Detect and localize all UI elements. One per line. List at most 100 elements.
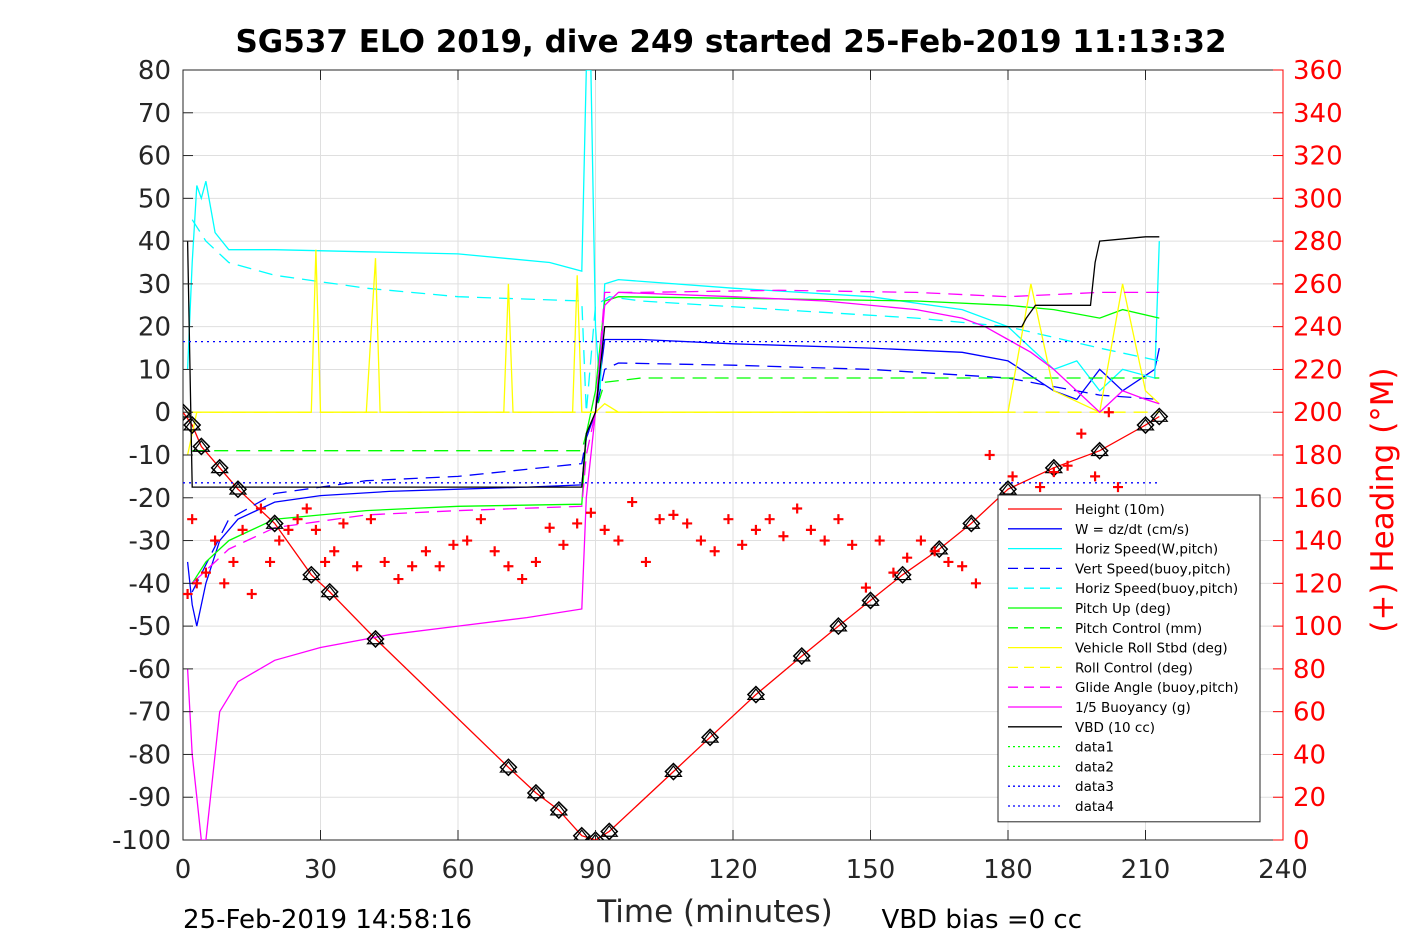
heading-plus-marker [292,514,303,525]
height-diamond-marker [192,437,211,456]
heading-plus-marker [737,539,748,550]
heading-plus-marker [902,552,913,563]
y2-tick-label: 40 [1293,740,1326,770]
y-tick-label: 0 [154,398,171,428]
heading-plus-marker [613,535,624,546]
legend-entry: Glide Angle (buoy,pitch) [1075,680,1239,696]
x-tick-label: 60 [441,855,474,885]
footer-vbd-bias: VBD bias =0 cc [881,905,1082,935]
height-triangle-marker [1136,418,1155,431]
heading-plus-marker [984,450,995,460]
heading-plus-marker [1007,471,1018,482]
height-triangle-marker [265,516,284,529]
y2-tick-label: 300 [1293,184,1343,214]
y2-tick-label: 180 [1293,441,1343,471]
y-tick-label: 70 [138,99,171,129]
height-diamond-marker [183,403,193,422]
y-tick-label: 50 [138,184,171,214]
heading-plus-marker [599,524,610,535]
heading-plus-marker [764,514,775,525]
y2-tick-label: 260 [1293,270,1343,300]
heading-plus-marker [585,507,596,518]
heading-plus-marker [544,522,555,533]
y-tick-label: 20 [138,313,171,343]
heading-plus-marker [210,535,221,546]
y-tick-label: 80 [138,56,171,86]
height-diamond-marker [1136,415,1155,435]
height-diamond-marker [183,415,202,435]
y2-tick-label: 160 [1293,484,1343,514]
height-triangle-marker [228,482,248,495]
legend-entry: Vert Speed(buoy,pitch) [1075,561,1231,577]
y2-tick-label: 140 [1293,527,1343,557]
y2-tick-label: 320 [1293,142,1343,172]
heading-plus-marker [929,546,940,557]
heading-plus-marker [301,503,312,514]
x-tick-label: 210 [1121,855,1171,885]
height-diamond-marker [792,646,811,666]
heading-plus-marker [682,518,693,529]
heading-plus-marker [530,556,541,567]
y2-tick-label: 80 [1293,655,1326,685]
y-tick-label: -60 [129,655,171,685]
y2-tick-label: 0 [1293,826,1310,856]
legend-entry: data1 [1075,740,1114,756]
heading-plus-marker [434,561,445,572]
legend-entry: data3 [1075,779,1114,795]
height-diamond-marker [861,591,880,610]
height-diamond-marker [265,514,284,533]
heading-plus-marker [310,524,321,535]
height-triangle-marker [746,687,766,700]
tick-layer: 0 30 60 90 120 150 180 210 24080706050403020100-… [112,56,1343,885]
legend-entry: W = dz/dt (cm/s) [1075,522,1189,538]
height-diamond-marker [302,565,321,584]
height-diamond-marker [549,800,568,820]
height-diamond-marker [320,582,339,601]
height-triangle-marker [962,516,981,529]
height-triangle-marker [302,568,321,581]
legend-entry: Vehicle Roll Stbd (deg) [1075,641,1228,657]
series-line-0 [183,411,1160,840]
legend-box [997,494,1261,823]
legend-entry: Height (10m) [1075,502,1165,518]
heading-plus-marker [255,503,266,514]
x-tick-label: 30 [304,855,337,885]
heading-plus-marker [1035,482,1046,493]
heading-plus-marker [517,574,528,585]
heading-plus-marker [819,535,830,546]
height-triangle-marker [183,418,202,431]
heading-plus-marker [448,539,459,550]
heading-plus-marker [352,561,363,572]
heading-plus-marker [503,561,514,572]
y2-tick-label: 60 [1293,698,1326,728]
x-tick-label: 240 [1258,855,1308,885]
heading-plus-marker [778,531,789,542]
y-tick-label: 10 [138,355,171,385]
y2-tick-label: 280 [1293,227,1343,257]
y-tick-label: 30 [138,270,171,300]
heading-plus-marker [847,539,858,550]
height-triangle-marker [600,824,619,837]
height-diamond-marker [600,822,619,840]
heading-plus-marker [379,556,390,567]
marker-layer [183,403,1169,840]
y-tick-label: -70 [129,698,171,728]
height-triangle-marker [1090,444,1109,457]
legend-entry: VBD (10 cc) [1075,720,1155,736]
height-triangle-marker [861,593,880,606]
legend-entry: Pitch Control (mm) [1075,621,1202,637]
height-diamond-marker [586,830,605,840]
height-triangle-marker [792,649,811,662]
y-tick-label: 60 [138,142,171,172]
heading-plus-marker [640,556,651,567]
heading-plus-marker [393,574,404,585]
series-line-11 [186,236,1160,488]
heading-plus-marker [265,556,276,567]
height-triangle-marker [499,760,518,773]
height-triangle-marker [700,730,720,743]
height-triangle-marker [590,833,601,840]
y2-tick-label: 360 [1293,56,1343,86]
series-line-1 [186,338,1160,627]
heading-plus-marker [246,589,257,600]
